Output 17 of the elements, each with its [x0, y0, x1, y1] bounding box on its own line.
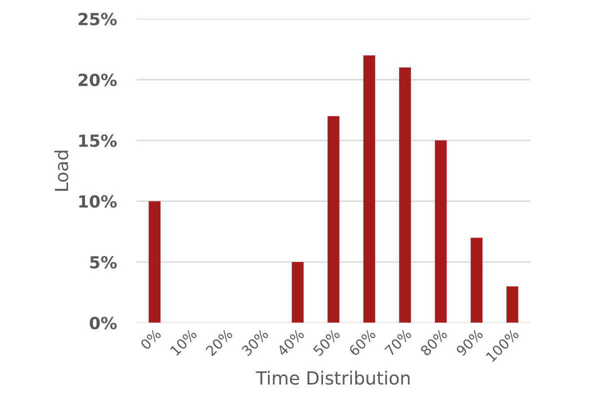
- y-tick-label: 25%: [78, 12, 117, 26]
- bar: [506, 286, 518, 323]
- bar: [470, 238, 482, 323]
- bar: [399, 67, 411, 323]
- y-tick-label: 10%: [79, 195, 117, 208]
- bar: [328, 116, 340, 323]
- bar: [434, 140, 447, 323]
- y-tick-label: 20%: [78, 74, 117, 86]
- y-axis-title: Load: [54, 150, 68, 191]
- x-tick-label: 0%: [140, 328, 162, 350]
- bar: [148, 201, 160, 323]
- bar: [363, 55, 376, 323]
- y-tick-label: 15%: [79, 134, 117, 147]
- bar: [292, 262, 304, 323]
- y-tick-label: 5%: [90, 256, 117, 269]
- x-axis-title: Time Distribution: [256, 370, 410, 385]
- y-tick-label: 0%: [90, 316, 117, 330]
